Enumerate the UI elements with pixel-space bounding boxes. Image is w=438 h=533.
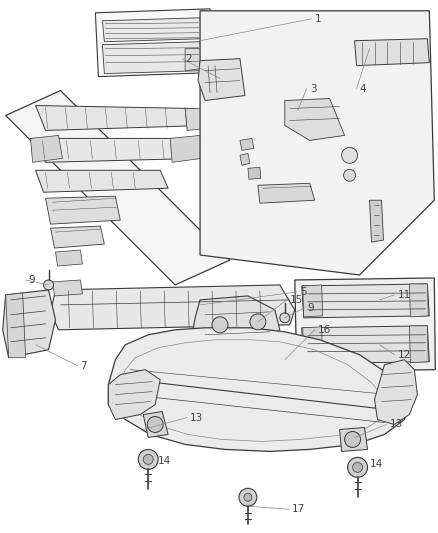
- Polygon shape: [31, 139, 200, 163]
- Polygon shape: [6, 91, 230, 285]
- Polygon shape: [240, 154, 250, 165]
- Circle shape: [239, 488, 257, 506]
- Polygon shape: [6, 293, 25, 358]
- Text: 15: 15: [290, 295, 303, 305]
- Circle shape: [348, 457, 367, 478]
- Text: 11: 11: [397, 290, 411, 300]
- Polygon shape: [302, 284, 429, 318]
- Polygon shape: [108, 370, 160, 419]
- Text: 17: 17: [292, 504, 305, 514]
- Polygon shape: [370, 200, 384, 242]
- Polygon shape: [185, 49, 202, 71]
- Text: 13: 13: [190, 413, 203, 423]
- Polygon shape: [339, 427, 367, 451]
- Circle shape: [147, 416, 163, 432]
- Polygon shape: [198, 59, 245, 101]
- Circle shape: [280, 313, 290, 323]
- Polygon shape: [95, 9, 212, 77]
- Polygon shape: [303, 285, 323, 317]
- Polygon shape: [35, 106, 205, 131]
- Circle shape: [343, 169, 356, 181]
- Text: 14: 14: [370, 459, 383, 470]
- Polygon shape: [192, 296, 280, 352]
- Circle shape: [345, 432, 360, 447]
- Polygon shape: [240, 139, 254, 150]
- Circle shape: [342, 148, 357, 163]
- Polygon shape: [303, 327, 323, 362]
- Circle shape: [353, 462, 363, 472]
- Polygon shape: [285, 99, 345, 140]
- Circle shape: [244, 493, 252, 501]
- Polygon shape: [355, 39, 429, 66]
- Text: 7: 7: [81, 361, 87, 370]
- Polygon shape: [248, 167, 261, 179]
- Circle shape: [138, 449, 158, 470]
- Polygon shape: [53, 280, 82, 296]
- Polygon shape: [143, 411, 168, 438]
- Polygon shape: [410, 326, 428, 362]
- Text: 9: 9: [308, 303, 314, 313]
- Polygon shape: [50, 285, 295, 330]
- Text: 16: 16: [318, 325, 331, 335]
- Text: 3: 3: [310, 84, 316, 94]
- Text: 1: 1: [314, 14, 321, 24]
- Polygon shape: [185, 109, 207, 131]
- Polygon shape: [258, 183, 314, 203]
- Text: 4: 4: [360, 84, 366, 94]
- Polygon shape: [108, 328, 410, 451]
- Polygon shape: [50, 226, 104, 248]
- Polygon shape: [31, 135, 63, 163]
- Polygon shape: [200, 11, 434, 275]
- Text: 5: 5: [300, 287, 306, 297]
- Text: 12: 12: [397, 350, 411, 360]
- Circle shape: [212, 317, 228, 333]
- Text: 14: 14: [158, 456, 171, 466]
- Polygon shape: [102, 18, 202, 42]
- Text: 13: 13: [389, 419, 403, 430]
- Polygon shape: [102, 42, 202, 74]
- Circle shape: [250, 314, 266, 330]
- Circle shape: [143, 455, 153, 464]
- Polygon shape: [374, 360, 417, 424]
- Circle shape: [43, 280, 53, 290]
- Polygon shape: [3, 290, 56, 358]
- Text: 9: 9: [28, 275, 35, 285]
- Polygon shape: [410, 284, 428, 317]
- Text: 2: 2: [185, 54, 192, 63]
- Polygon shape: [46, 196, 120, 224]
- Polygon shape: [56, 250, 82, 266]
- Polygon shape: [35, 171, 168, 192]
- Polygon shape: [302, 326, 429, 364]
- Polygon shape: [170, 135, 202, 163]
- Polygon shape: [295, 278, 435, 372]
